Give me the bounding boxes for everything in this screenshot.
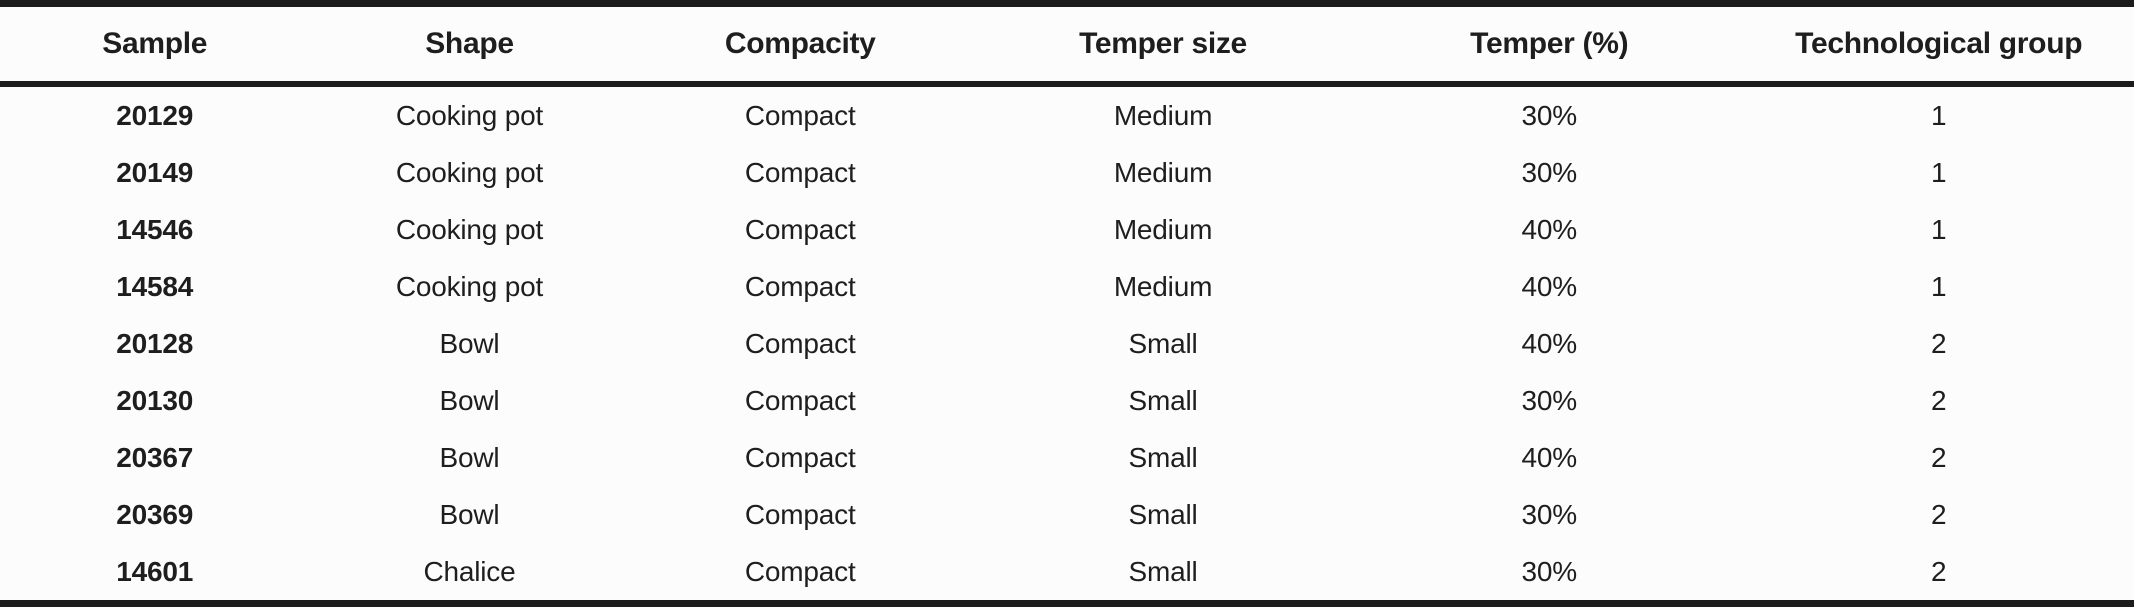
cell-compacity: Compact (744, 156, 856, 188)
cell-technological-group: 2 (1931, 498, 1947, 530)
cell-compacity: Compact (744, 270, 856, 302)
cell-temper-pct: 30% (1355, 543, 1744, 607)
cell-temper-pct: 40% (1521, 441, 1578, 473)
cell-compacity: Compact (744, 99, 856, 131)
cell-technological-group: 1 (1931, 213, 1947, 245)
cell-shape: Cooking pot (395, 270, 544, 302)
cell-technological-group: 2 (1931, 384, 1947, 416)
cell-shape: Cooking pot (395, 99, 544, 131)
column-header-shape: Shape (309, 0, 630, 87)
cell-sample: 14601 (0, 543, 310, 607)
cell-temper-pct: 40% (1521, 327, 1578, 359)
cell-temper-size: Medium (1113, 270, 1213, 302)
cell-compacity: Compact (744, 441, 856, 473)
cell-technological-group: 1 (1931, 270, 1947, 302)
column-header-sample: Sample (0, 0, 310, 87)
cell-temper-size: Small (1128, 327, 1198, 359)
cell-shape: Bowl (439, 441, 500, 473)
cell-sample: 20149 (116, 156, 194, 188)
table-row: 20369 Bowl Compact Small 30% 2 (0, 486, 2134, 543)
cell-shape: Cooking pot (395, 213, 544, 245)
cell-temper-pct: 40% (1521, 270, 1578, 302)
column-header-temper-pct: Temper (%) (1355, 0, 1744, 87)
cell-temper-size: Small (1128, 498, 1198, 530)
table-row: 14601 Chalice Compact Small 30% 2 (0, 543, 2134, 607)
column-header-temper-size: Temper size (970, 0, 1356, 87)
cell-sample: 20367 (116, 441, 194, 473)
cell-sample: 14584 (116, 270, 194, 302)
cell-sample: 20130 (116, 384, 194, 416)
cell-temper-pct: 30% (1521, 99, 1578, 131)
table-row: 20130 Bowl Compact Small 30% 2 (0, 372, 2134, 429)
column-header-compacity: Compacity (629, 0, 971, 87)
header-row: Sample Shape Compacity Temper size Tempe… (0, 0, 2134, 87)
cell-temper-size: Medium (1113, 99, 1213, 131)
cell-compacity: Compact (744, 213, 856, 245)
table-body: 20129 Cooking pot Compact Medium 30% 1 2… (0, 84, 2134, 607)
cell-temper-size: Small (970, 543, 1356, 607)
cell-technological-group: 2 (1743, 543, 2134, 607)
cell-technological-group: 1 (1931, 156, 1947, 188)
cell-technological-group: 2 (1931, 327, 1947, 359)
cell-temper-pct: 30% (1521, 384, 1578, 416)
cell-compacity: Compact (744, 384, 856, 416)
table-row: 20128 Bowl Compact Small 40% 2 (0, 315, 2134, 372)
cell-shape: Bowl (439, 327, 500, 359)
cell-compacity: Compact (744, 327, 856, 359)
table-header: Sample Shape Compacity Temper size Tempe… (0, 0, 2134, 87)
cell-compacity: Compact (744, 498, 856, 530)
cell-technological-group: 2 (1931, 441, 1947, 473)
cell-sample: 20369 (116, 498, 194, 530)
cell-temper-size: Medium (1113, 156, 1213, 188)
table-row: 20367 Bowl Compact Small 40% 2 (0, 429, 2134, 486)
table-row: 14584 Cooking pot Compact Medium 40% 1 (0, 258, 2134, 315)
cell-sample: 14546 (116, 213, 194, 245)
cell-compacity: Compact (629, 543, 971, 607)
cell-technological-group: 1 (1931, 99, 1947, 131)
cell-shape: Cooking pot (395, 156, 544, 188)
table-row: 20149 Cooking pot Compact Medium 30% 1 (0, 144, 2134, 201)
table-row: 14546 Cooking pot Compact Medium 40% 1 (0, 201, 2134, 258)
table-row: 20129 Cooking pot Compact Medium 30% 1 (0, 84, 2134, 144)
cell-shape: Chalice (309, 543, 630, 607)
cell-shape: Bowl (439, 498, 500, 530)
cell-temper-pct: 30% (1521, 156, 1578, 188)
cell-temper-size: Small (1128, 384, 1198, 416)
cell-temper-size: Medium (1113, 213, 1213, 245)
cell-sample: 20129 (116, 99, 194, 131)
cell-shape: Bowl (439, 384, 500, 416)
cell-sample: 20128 (116, 327, 194, 359)
cell-temper-pct: 30% (1521, 498, 1578, 530)
column-header-technological-group: Technological group (1743, 0, 2134, 87)
cell-temper-pct: 40% (1521, 213, 1578, 245)
cell-temper-size: Small (1128, 441, 1198, 473)
